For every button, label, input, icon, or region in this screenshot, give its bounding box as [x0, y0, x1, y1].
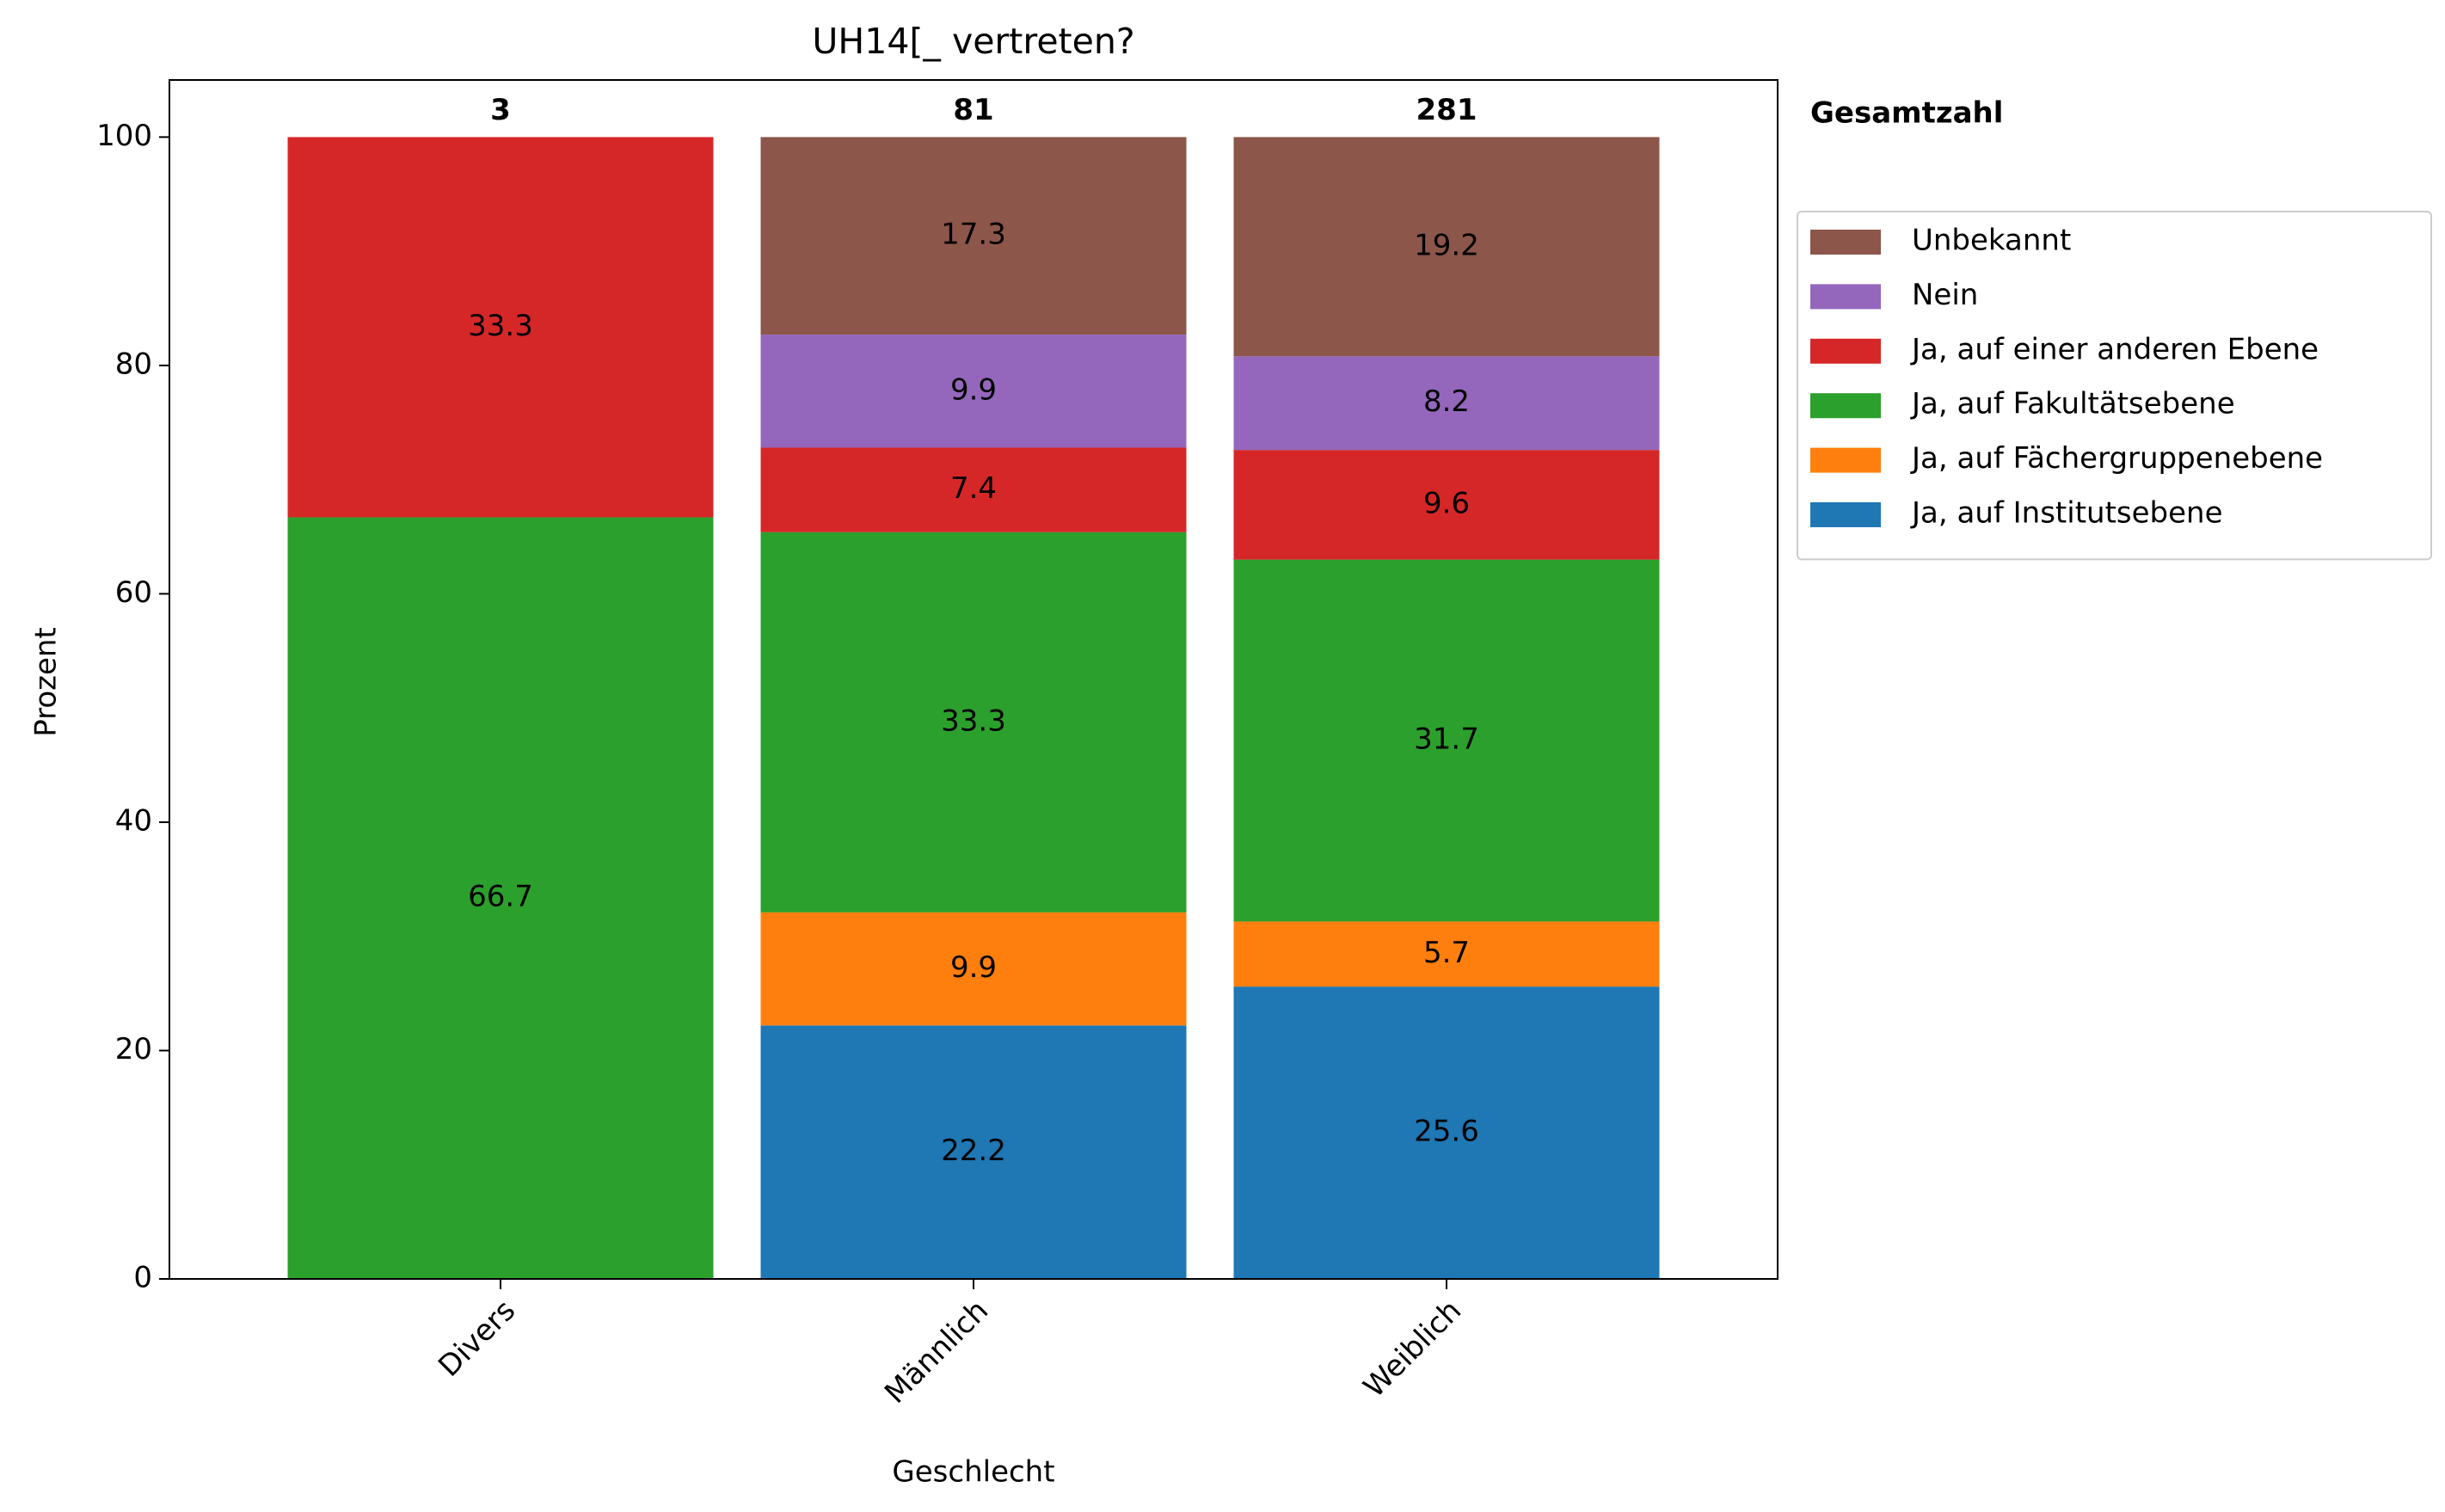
y-tick-label: 20: [115, 1032, 152, 1066]
totals-title: Gesamtzahl: [1810, 96, 2003, 131]
data-label: 9.9: [950, 372, 997, 407]
legend-label: Ja, auf Institutsebene: [1910, 496, 2223, 531]
bar-segment: [1233, 559, 1660, 922]
legend-box: [1797, 211, 2432, 561]
data-label: 19.2: [1414, 228, 1479, 262]
legend-swatch: [1810, 338, 1881, 364]
legend-swatch: [1810, 502, 1881, 527]
legend-label: Ja, auf einer anderen Ebene: [1910, 332, 2319, 366]
legend-swatch: [1810, 230, 1881, 255]
data-label: 22.2: [941, 1134, 1006, 1168]
legend-swatch: [1810, 393, 1881, 419]
total-label: 3: [490, 93, 511, 127]
bar-segment: [1233, 450, 1660, 560]
data-label: 66.7: [468, 880, 533, 914]
data-label: 25.6: [1414, 1115, 1479, 1149]
bar-segment: [760, 447, 1187, 532]
bar-segment: [760, 137, 1187, 335]
bar-segment: [1233, 986, 1660, 1279]
data-label: 33.3: [468, 309, 533, 343]
legend-swatch: [1810, 447, 1881, 473]
data-label: 8.2: [1423, 384, 1470, 419]
legend-label: Ja, auf Fakultätsebene: [1910, 387, 2235, 421]
bar-segment: [760, 532, 1187, 913]
bar-segment: [760, 1025, 1187, 1279]
bar-segment: [1233, 137, 1660, 357]
data-label: 17.3: [941, 218, 1006, 252]
bar-segment: [1233, 921, 1660, 987]
y-tick-label: 40: [115, 803, 152, 838]
legend-label: Unbekannt: [1912, 224, 2071, 258]
total-label: 281: [1416, 93, 1477, 127]
bar-segment: [1233, 356, 1660, 451]
bar-segment: [760, 335, 1187, 448]
bar-segment: [287, 517, 714, 1279]
bar-segment: [760, 912, 1187, 1026]
data-label: 9.9: [950, 950, 997, 985]
y-tick-label: 80: [115, 347, 152, 381]
data-label: 33.3: [941, 704, 1006, 738]
plot-frame: [169, 79, 1778, 1280]
data-label: 31.7: [1414, 722, 1479, 757]
data-label: 5.7: [1423, 936, 1470, 970]
y-tick-label: 60: [115, 575, 152, 610]
legend-swatch: [1810, 284, 1881, 310]
data-label: 7.4: [950, 471, 997, 506]
legend-label: Ja, auf Fächergruppenebene: [1910, 441, 2323, 476]
bar-segment: [287, 137, 714, 518]
chart-title: UH14[_ vertreten?: [812, 21, 1134, 62]
y-tick-label: 0: [133, 1261, 152, 1295]
y-axis-label: Prozent: [29, 627, 64, 737]
x-axis-label: Geschlecht: [892, 1455, 1054, 1490]
total-label: 81: [953, 93, 993, 127]
y-tick-label: 100: [96, 119, 152, 153]
data-label: 9.6: [1423, 486, 1470, 520]
legend-label: Nein: [1912, 278, 1978, 312]
